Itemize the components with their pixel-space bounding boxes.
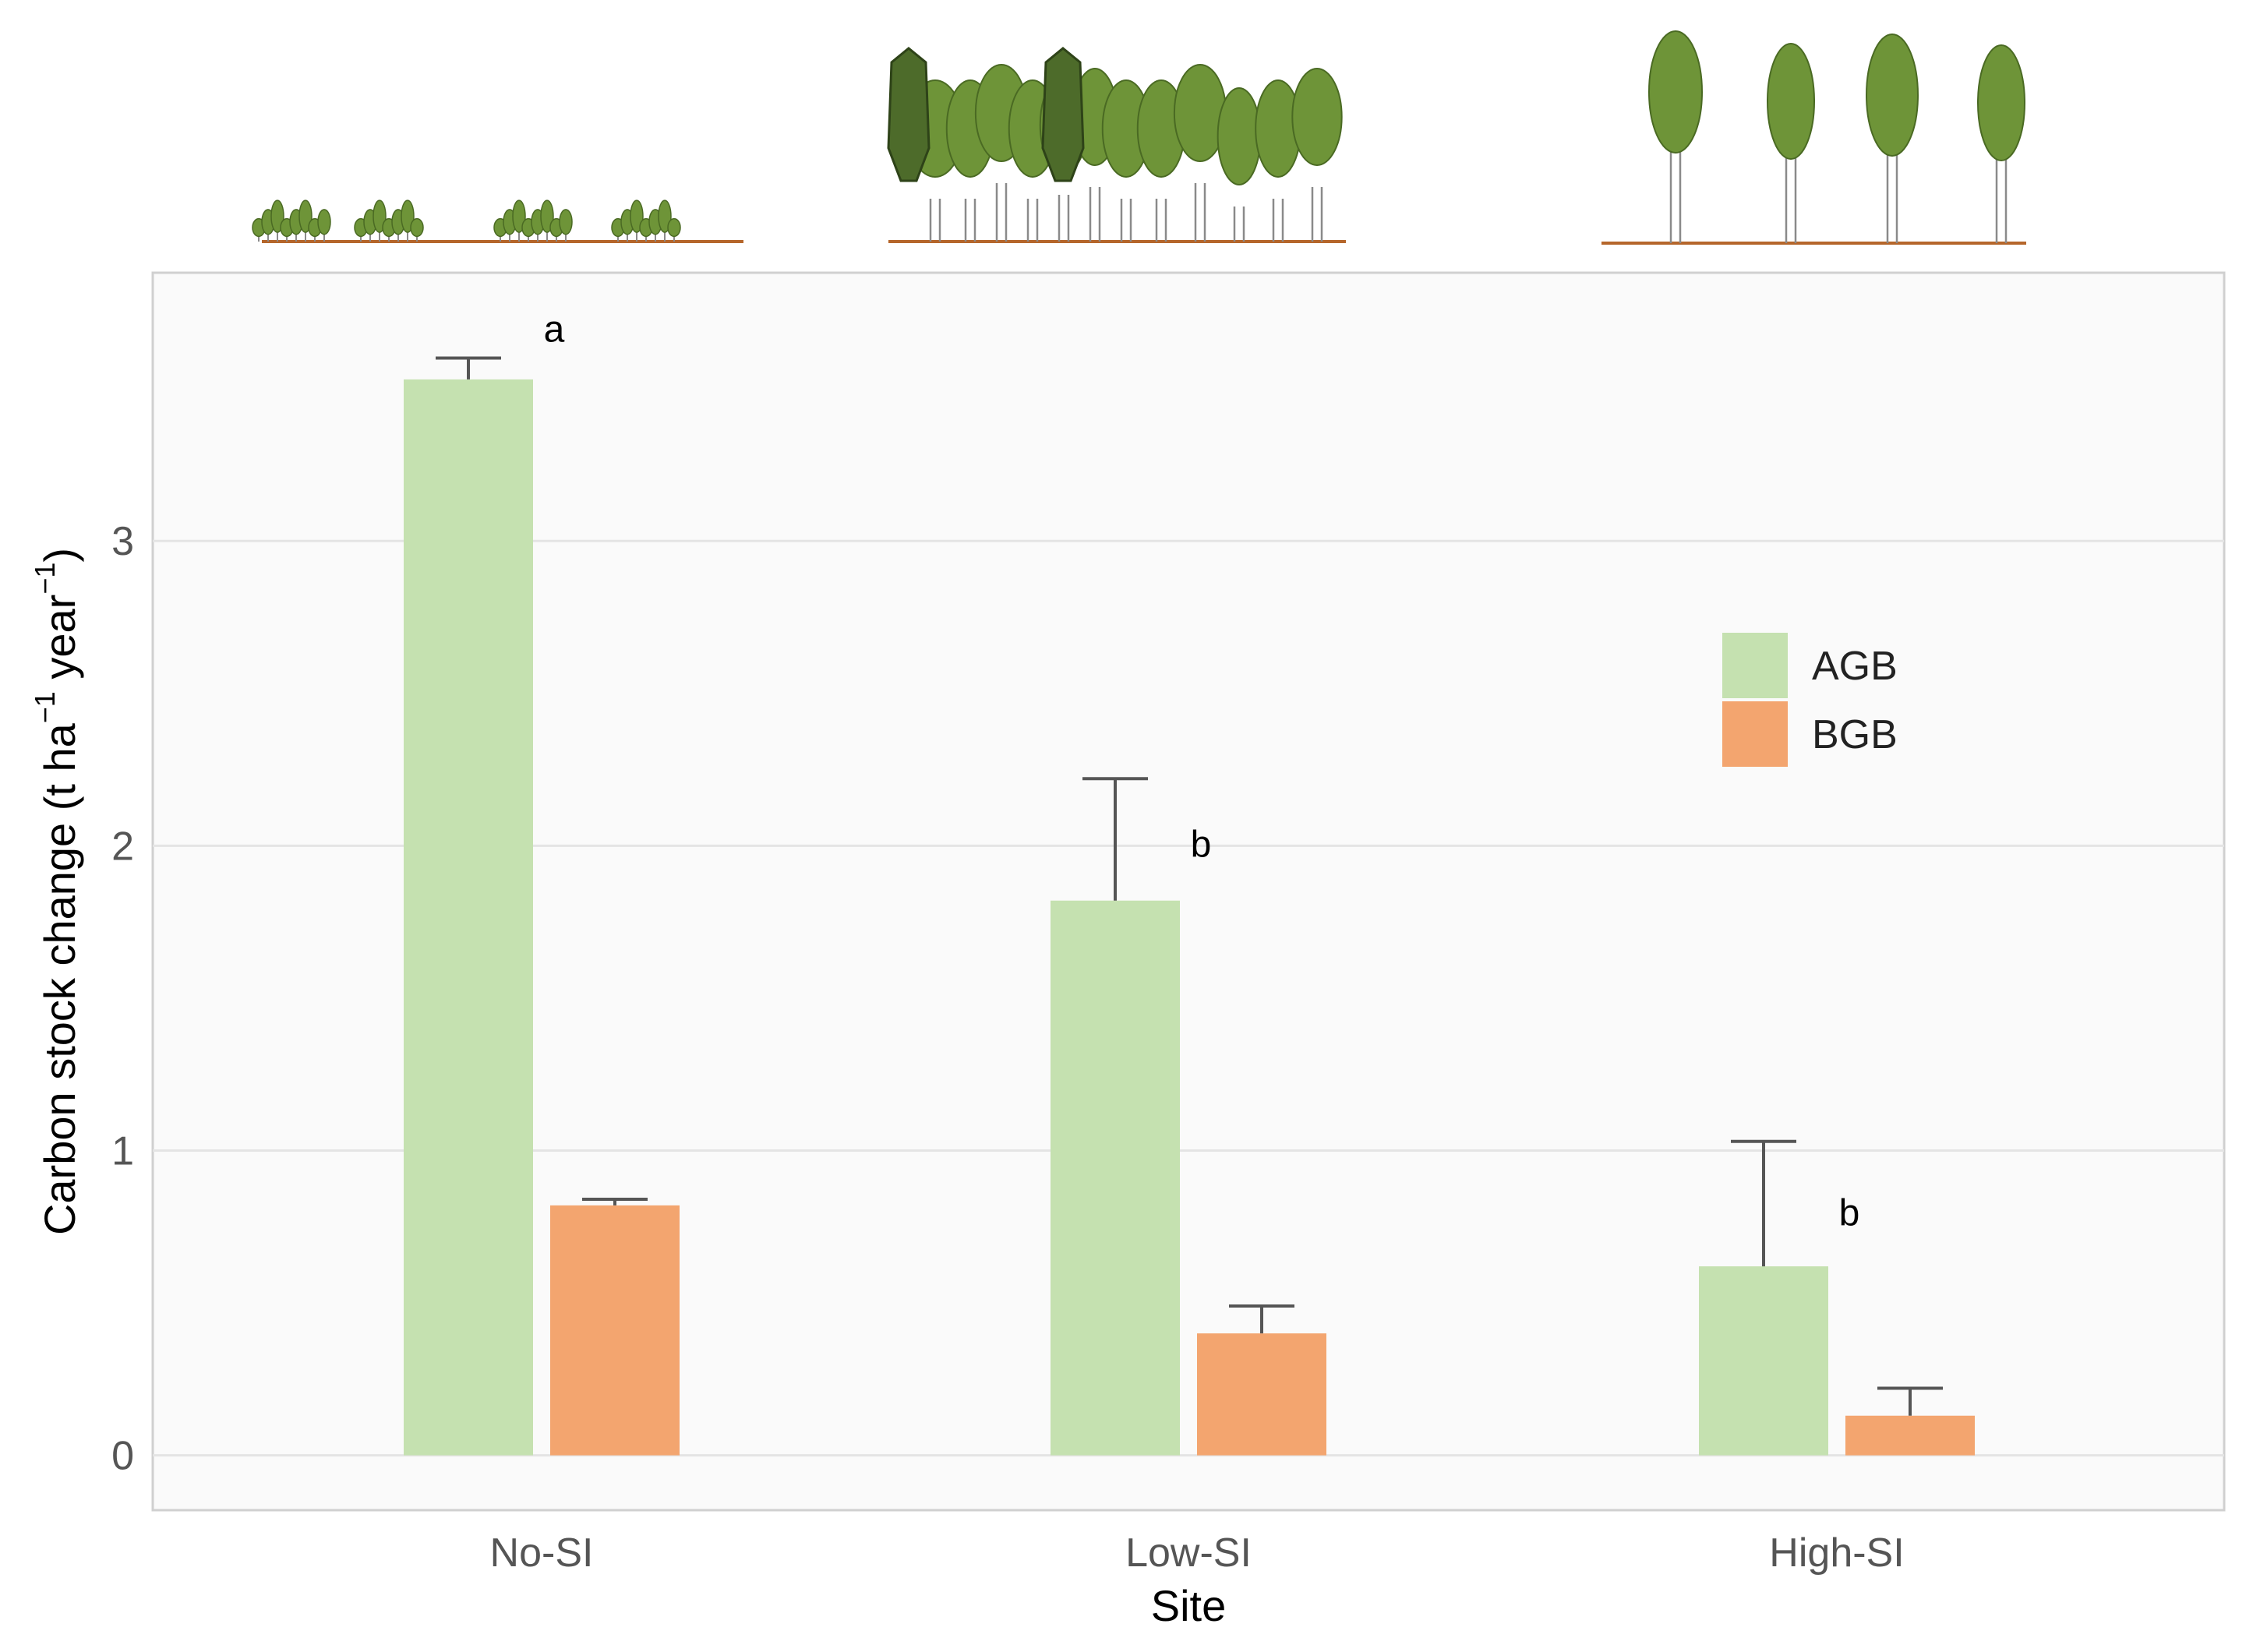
bar-agb-no-si	[404, 379, 533, 1456]
significance-letter: b	[1839, 1193, 1860, 1234]
error-bar	[1731, 1139, 1796, 1267]
bar-agb-low-si	[1051, 900, 1180, 1456]
error-bars	[436, 356, 1943, 1416]
legend-label: AGB	[1812, 644, 1898, 689]
dense-forest-icon	[887, 47, 1346, 243]
bar-bgb-no-si	[550, 1205, 680, 1456]
bars	[404, 379, 1975, 1456]
y-tick-label: 0	[111, 1434, 134, 1479]
y-tick-label: 3	[111, 519, 134, 564]
bar-bgb-low-si	[1197, 1333, 1326, 1456]
x-axis-title: Site	[1151, 1581, 1227, 1630]
legend-label: BGB	[1812, 712, 1898, 757]
significance-letter: a	[544, 309, 565, 350]
y-tick-label: 1	[111, 1128, 134, 1174]
legend-item-agb: AGB	[1722, 633, 1898, 698]
significance-letter: b	[1191, 824, 1212, 865]
bar-agb-high-si	[1699, 1266, 1828, 1456]
x-tick-label: No-SI	[490, 1530, 594, 1576]
bar-bgb-high-si	[1845, 1415, 1975, 1456]
x-tick-labels: No-SI Low-SI High-SI	[490, 1530, 1905, 1576]
shrub-stand-icon	[252, 199, 743, 243]
legend-swatch	[1722, 633, 1788, 698]
error-bar	[1229, 1304, 1294, 1334]
legend: AGB BGB	[1722, 633, 1898, 767]
error-bar	[1082, 777, 1148, 901]
x-tick-label: Low-SI	[1125, 1530, 1252, 1576]
y-tick-label: 2	[111, 824, 134, 869]
legend-item-bgb: BGB	[1722, 701, 1898, 767]
x-tick-label: High-SI	[1769, 1530, 1904, 1576]
legend-swatch	[1722, 701, 1788, 767]
sparse-forest-icon	[1601, 30, 2026, 245]
significance-letters: a b b	[544, 309, 1860, 1234]
y-axis-title: Carbon stock change (t ha−1 year−1)	[29, 548, 84, 1235]
error-bar	[582, 1198, 648, 1205]
error-bar	[436, 356, 501, 379]
y-tick-labels: 0 1 2 3	[111, 519, 134, 1478]
error-bar	[1877, 1386, 1943, 1416]
stand-illustrations	[252, 30, 2026, 245]
